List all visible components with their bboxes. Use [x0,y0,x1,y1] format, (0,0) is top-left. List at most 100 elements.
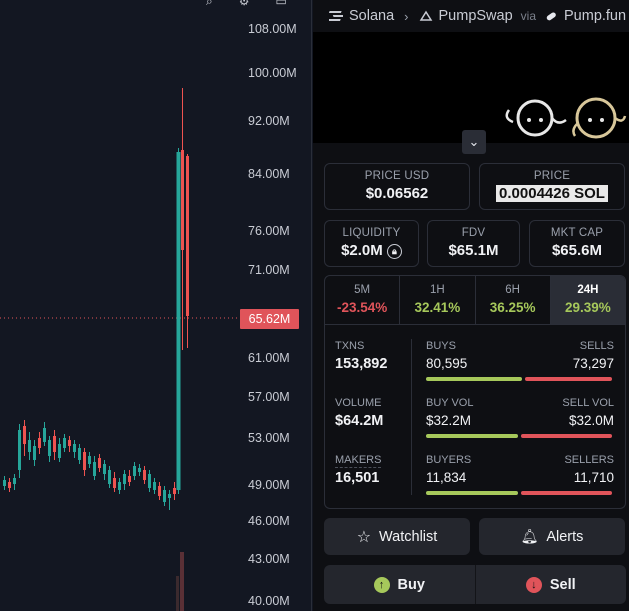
candle-body [176,152,181,490]
price-axis-label: 92.00M [248,114,290,128]
volume-row: VOLUME $64.2M BUY VOL $32.2M SELL VOL $3… [325,397,627,447]
tab-5m[interactable]: 5M -23.54% [325,276,401,324]
buy-label: Buy [397,576,425,593]
alerts-label: Alerts [546,528,584,545]
arrow-up-icon: ↑ [373,576,390,593]
arrow-down-icon: ↓ [525,576,542,593]
candle-body [18,430,21,470]
price-axis-label: 76.00M [248,224,290,238]
candle-body [163,490,166,502]
pumpswap-icon [419,10,432,21]
lock-icon[interactable]: 🔒︎ [386,243,402,259]
candle-body [78,448,81,460]
tab-label: 5M [354,284,371,296]
sellvol-ratio-bar [521,434,612,438]
price-axis-label: 43.00M [248,552,290,566]
candle-body [123,474,126,484]
txns-row: TXNS 153,892 BUYS 80,595 SELLS 73,297 [325,340,627,390]
makers-value: 16,501 [335,470,380,486]
banner-artwork [505,97,627,139]
candle-body [13,478,16,484]
search-icon[interactable]: ⌕ [206,0,213,8]
buyvol-label: BUY VOL [426,397,474,409]
trade-buttons: ↑ Buy ↓ Sell [324,565,626,604]
sell-button[interactable]: ↓ Sell [476,565,627,604]
alerts-button[interactable]: 🔔︎ Alerts [479,518,625,555]
candle-body [148,474,151,488]
txns-value: 153,892 [335,356,388,372]
price-usd-box: PRICE USD $0.06562 [324,163,470,210]
buyers-ratio-bar [426,491,518,495]
buys-value: 80,595 [426,356,468,371]
sellvol-value: $32.0M [568,413,614,428]
makers-label: MAKERS [335,454,382,468]
sells-label: SELLS [579,340,614,352]
mktcap-box: MKT CAP $65.6M [529,220,625,267]
candle-body [138,468,141,472]
candle-body [73,444,76,452]
candle-body [88,456,91,464]
price-chart[interactable]: ⌕ ⚙ ▭ 108.00M 100.00M 92.00M 84.00M 76.00M 71… [0,0,312,611]
volume-label: VOLUME [335,397,382,409]
liquidity-value: $2.0M [341,242,383,259]
breadcrumb: Solana › PumpSwap via Pump.fun [313,0,629,32]
candle-body [128,476,131,482]
fdv-value: $65.1M [448,242,499,259]
current-price-tag: 65.62M [240,309,299,329]
candle-body [98,458,101,468]
tab-change: -23.54% [336,300,388,315]
tab-label: 24H [577,284,599,296]
buys-ratio-bar [426,377,522,381]
buyers-value: 11,834 [426,470,467,485]
tab-6h[interactable]: 6H 36.25% [476,276,551,324]
tab-24h[interactable]: 24H 29.39% [550,276,625,324]
candle-body [108,470,111,484]
collapse-banner-button[interactable]: ⌄ [462,130,486,154]
chart-toolbar: ⌕ ⚙ ▭ [206,0,287,9]
price-axis-label: 84.00M [248,167,290,181]
buy-button[interactable]: ↑ Buy [324,565,476,604]
candle-body [83,452,86,470]
makers-row: MAKERS 16,501 BUYERS 11,834 SELLERS 11,7… [325,454,627,504]
breadcrumb-launchpad[interactable]: Pump.fun [564,8,627,24]
price-native-value: 0.0004426 SOL [496,185,608,202]
chevron-down-icon: ⌄ [468,134,480,149]
breadcrumb-dex[interactable]: PumpSwap [438,8,513,24]
sells-ratio-bar [525,377,612,381]
breadcrumb-chain[interactable]: Solana [349,8,395,24]
settings-icon[interactable]: ⚙ [238,0,250,8]
screenshot-icon[interactable]: ▭ [275,0,287,8]
candle-body [58,444,61,458]
sells-value: 73,297 [572,356,614,371]
transactions-box: TXNS 153,892 BUYS 80,595 SELLS 73,297 VO… [324,325,626,509]
mktcap-value: $65.6M [551,242,603,259]
candle-body [43,428,46,442]
liquidity-label: LIQUIDITY [342,227,401,239]
buyvol-ratio-bar [426,434,518,438]
candle-body [133,466,136,476]
candle-body [33,446,36,460]
price-native-box: PRICE 0.0004426 SOL [479,163,625,210]
price-usd-label: PRICE USD [364,170,430,182]
price-axis-label: 108.00M [248,22,297,36]
token-info-panel: Solana › PumpSwap via Pump.fun ⌄ [313,0,629,611]
candle-body [38,438,41,448]
volume-bar [180,552,184,611]
candle-body [53,436,56,452]
tab-change: 29.39% [564,300,611,315]
candle-body [153,482,156,490]
price-usd-value: $0.06562 [365,185,429,202]
price-axis-label: 61.00M [248,351,290,365]
price-native-label: PRICE [533,170,571,182]
fdv-label: FDV [461,227,486,239]
tab-1h[interactable]: 1H 32.41% [400,276,476,324]
volume-bar [176,576,179,611]
txns-label: TXNS [335,340,365,352]
price-axis-label: 40.00M [248,594,290,608]
candle-body [118,482,121,490]
tab-label: 6H [505,284,520,296]
divider [411,339,412,495]
volume-value: $64.2M [335,413,384,429]
candle-body [143,470,146,480]
watchlist-button[interactable]: ☆ Watchlist [324,518,470,555]
